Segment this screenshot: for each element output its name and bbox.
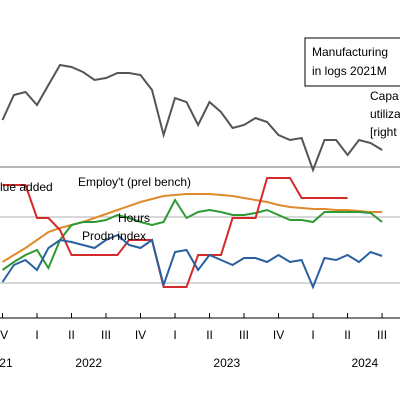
x-tick-label: IV [0,328,8,342]
right-axis-label: Capa [370,89,399,103]
right-axis-label: utiliza [370,107,400,121]
year-label: 2023 [213,356,240,370]
series-line [1,198,383,271]
x-tick-label: III [377,328,387,342]
series-label: Prodn index [82,229,146,243]
year-label: 2024 [351,356,378,370]
right-axis-label: [right [370,125,397,139]
x-tick-label: IV [135,328,146,342]
x-tick-label: I [35,328,38,342]
x-tick-label: IV [273,328,284,342]
year-label: 21 [0,356,13,370]
x-tick-label: I [173,328,176,342]
x-tick-label: II [206,328,213,342]
x-tick-label: III [101,328,111,342]
series-label: Hours [118,211,150,225]
x-tick-label: I [311,328,314,342]
series-line [1,233,383,290]
series-line [1,63,383,173]
series-label: lue added [0,180,53,194]
x-tick-label: III [239,328,249,342]
x-tick-label: II [68,328,75,342]
series-line [1,193,383,263]
legend-box [304,37,400,87]
series-line [2,177,348,288]
x-tick-label: II [344,328,351,342]
series-label: Employ't (prel bench) [78,175,191,189]
legend-text: Manufacturing [312,45,388,59]
legend-text: in logs 2021M [312,64,387,78]
year-label: 2022 [75,356,102,370]
